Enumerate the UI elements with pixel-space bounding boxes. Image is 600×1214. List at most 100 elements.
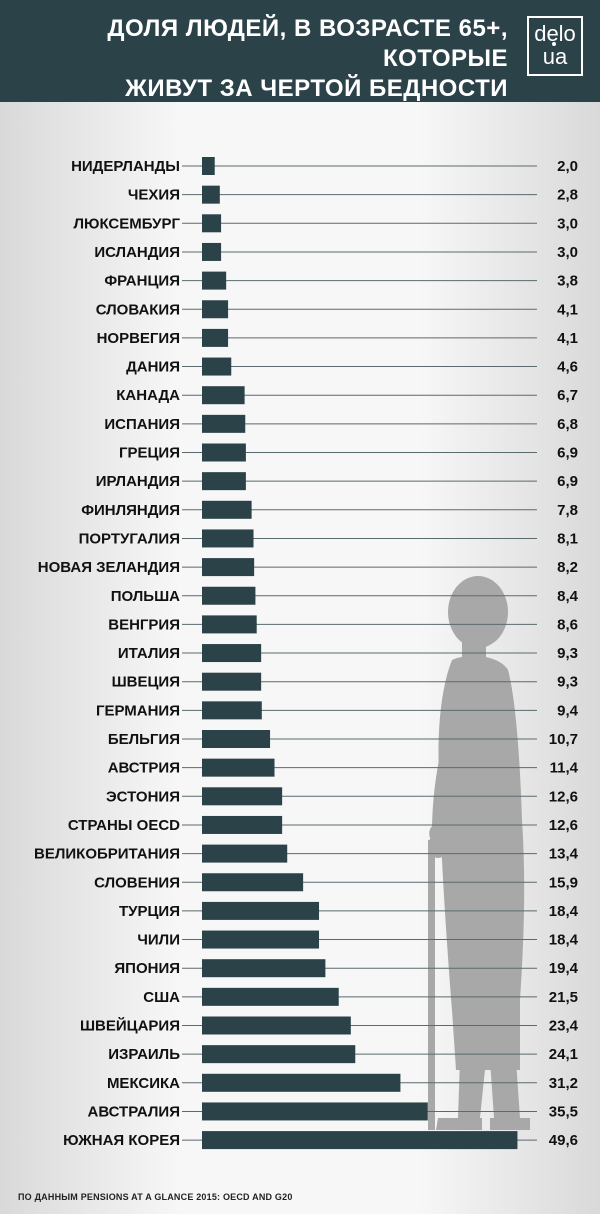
bar xyxy=(202,271,227,290)
value-label: 6,7 xyxy=(557,387,578,404)
bar xyxy=(202,472,246,491)
category-label: ЛЮКСЕМБУРГ xyxy=(73,215,180,232)
value-label: 18,4 xyxy=(549,932,579,949)
value-label: 15,9 xyxy=(549,874,578,891)
value-label: 3,0 xyxy=(557,244,578,261)
bar xyxy=(202,1073,401,1092)
bar xyxy=(202,586,256,605)
value-label: 9,4 xyxy=(557,702,579,719)
value-label: 49,6 xyxy=(549,1132,578,1149)
category-label: ШВЕЙЦАРИЯ xyxy=(80,1017,180,1035)
title-line-1: ДОЛЯ ЛЮДЕЙ, В ВОЗРАСТЕ 65+, КОТОРЫЕ xyxy=(107,15,508,72)
value-label: 10,7 xyxy=(549,731,578,748)
value-label: 2,8 xyxy=(557,187,578,204)
bar xyxy=(202,644,262,663)
value-label: 4,6 xyxy=(557,359,578,376)
value-label: 24,1 xyxy=(549,1046,578,1063)
value-label: 6,8 xyxy=(557,416,578,433)
category-label: ТУРЦИЯ xyxy=(119,903,180,920)
bar xyxy=(202,672,262,691)
value-label: 7,8 xyxy=(557,502,578,519)
value-label: 9,3 xyxy=(557,645,578,662)
logo: delo ua xyxy=(527,16,583,76)
category-label: СЛОВЕНИЯ xyxy=(94,874,180,891)
bar xyxy=(202,529,254,548)
bar xyxy=(202,701,262,720)
logo-text-bottom: ua xyxy=(542,44,568,69)
category-label: НОРВЕГИЯ xyxy=(97,330,180,347)
category-label: ВЕНГРИЯ xyxy=(108,616,180,633)
bar xyxy=(202,930,320,949)
title-line-2: ЖИВУТ ЗА ЧЕРТОЙ БЕДНОСТИ xyxy=(125,75,508,102)
bar xyxy=(202,615,257,634)
value-label: 6,9 xyxy=(557,473,578,490)
category-label: ДАНИЯ xyxy=(126,359,180,376)
value-label: 3,0 xyxy=(557,215,578,232)
category-label: ГРЕЦИЯ xyxy=(119,445,180,462)
category-label: ЮЖНАЯ КОРЕЯ xyxy=(63,1132,180,1149)
bar xyxy=(202,214,222,233)
category-label: ФРАНЦИЯ xyxy=(104,273,180,290)
value-label: 3,8 xyxy=(557,273,578,290)
value-label: 8,6 xyxy=(557,616,578,633)
category-label: АВСТРАЛИЯ xyxy=(87,1103,180,1120)
category-label: ШВЕЦИЯ xyxy=(112,674,180,691)
category-label: ГЕРМАНИЯ xyxy=(96,702,180,719)
elderly-person-silhouette xyxy=(428,576,530,1130)
bar xyxy=(202,901,320,920)
value-label: 12,6 xyxy=(549,817,578,834)
bar xyxy=(202,443,246,462)
category-label: ЧЕХИЯ xyxy=(128,187,180,204)
bar xyxy=(202,987,339,1006)
bar xyxy=(202,758,275,777)
value-label: 21,5 xyxy=(549,989,578,1006)
category-label: ФИНЛЯНДИЯ xyxy=(81,502,180,519)
category-label: СТРАНЫ OECD xyxy=(68,817,180,834)
category-label: СЛОВАКИЯ xyxy=(96,301,180,318)
value-label: 35,5 xyxy=(549,1103,578,1120)
header: ДОЛЯ ЛЮДЕЙ, В ВОЗРАСТЕ 65+, КОТОРЫЕ ЖИВУ… xyxy=(0,0,600,102)
value-label: 8,2 xyxy=(557,559,578,576)
bar xyxy=(202,386,245,405)
bar xyxy=(202,815,283,834)
value-label: 12,6 xyxy=(549,788,578,805)
category-label: АВСТРИЯ xyxy=(108,760,180,777)
category-label: США xyxy=(143,989,180,1006)
bar xyxy=(202,730,271,748)
bar xyxy=(202,1045,356,1064)
category-label: ВЕЛИКОБРИТАНИЯ xyxy=(34,846,180,863)
bar xyxy=(202,787,283,806)
value-label: 18,4 xyxy=(549,903,579,920)
category-label: НОВАЯ ЗЕЛАНДИЯ xyxy=(38,559,180,576)
bar xyxy=(202,357,232,376)
category-label: ИТАЛИЯ xyxy=(118,645,180,662)
value-label: 6,9 xyxy=(557,445,578,462)
category-label: ЧИЛИ xyxy=(137,932,180,949)
bar xyxy=(202,300,229,319)
value-label: 2,0 xyxy=(557,158,578,175)
bar xyxy=(202,844,288,863)
category-label: ПОЛЬША xyxy=(111,588,180,605)
bar xyxy=(202,500,252,519)
value-label: 8,1 xyxy=(557,530,578,547)
value-label: 13,4 xyxy=(549,846,579,863)
value-label: 19,4 xyxy=(549,960,579,977)
category-label: ИСПАНИЯ xyxy=(104,416,180,433)
bar xyxy=(202,414,246,433)
value-label: 9,3 xyxy=(557,674,578,691)
bar xyxy=(202,1131,518,1150)
category-label: КАНАДА xyxy=(116,387,180,404)
value-label: 23,4 xyxy=(549,1018,579,1035)
logo-text-top: delo xyxy=(534,21,576,46)
value-label: 4,1 xyxy=(557,330,578,347)
bar xyxy=(202,157,215,175)
logo-dot xyxy=(552,42,556,46)
bar xyxy=(202,185,220,204)
chart-rows: НИДЕРЛАНДЫ 2,0 ЧЕХИЯ 2,8 ЛЮКСЕМБУРГ 3,0 ИСЛАНД… xyxy=(34,157,579,1150)
category-label: БЕЛЬГИЯ xyxy=(108,731,180,748)
value-label: 8,4 xyxy=(557,588,579,605)
bar xyxy=(202,1102,428,1121)
bar xyxy=(202,959,326,978)
value-label: 4,1 xyxy=(557,301,578,318)
